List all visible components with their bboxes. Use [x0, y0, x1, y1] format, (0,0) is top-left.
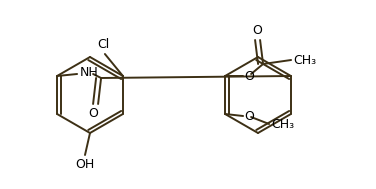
Text: O: O	[88, 107, 98, 120]
Text: NH: NH	[80, 67, 99, 80]
Text: CH₃: CH₃	[293, 53, 316, 67]
Text: OH: OH	[75, 158, 95, 171]
Text: O: O	[252, 24, 262, 37]
Text: O: O	[244, 109, 254, 122]
Text: O: O	[244, 70, 254, 83]
Text: CH₃: CH₃	[271, 118, 294, 130]
Text: Cl: Cl	[97, 38, 109, 51]
